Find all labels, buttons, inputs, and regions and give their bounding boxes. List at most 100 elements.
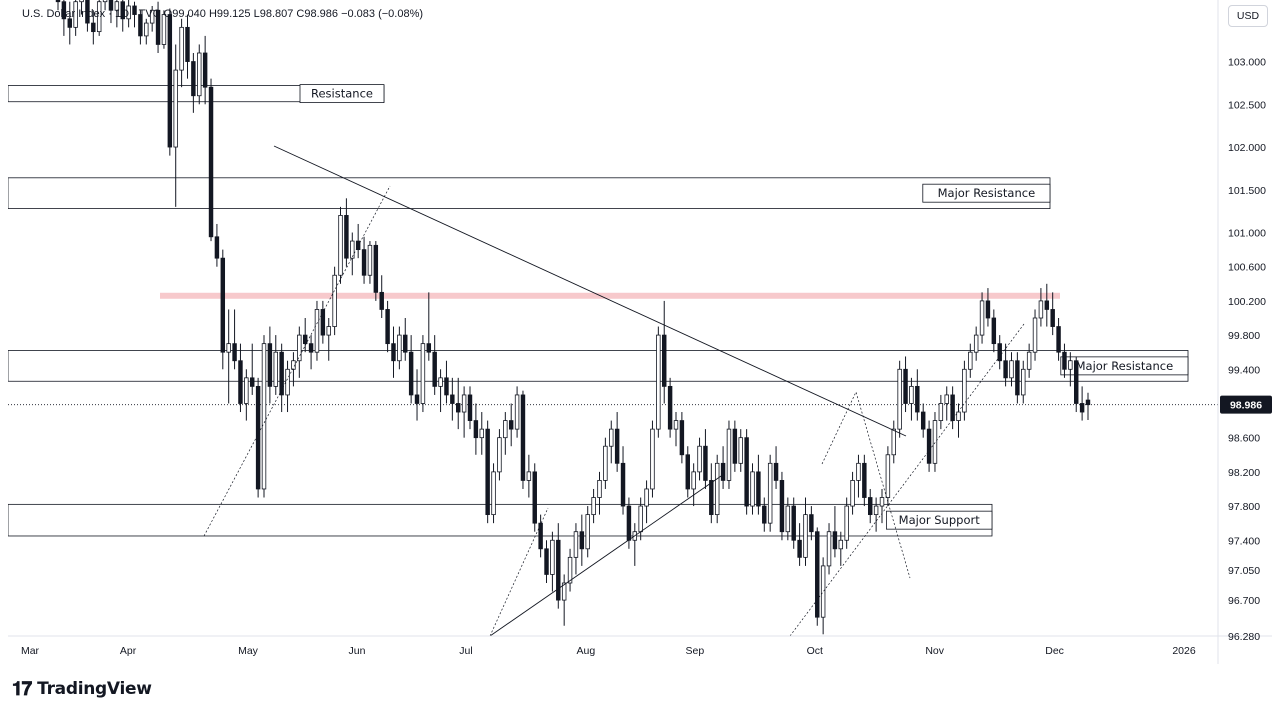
candle-body [391, 343, 396, 362]
candle-body [714, 462, 720, 516]
candle-body [979, 300, 985, 336]
legend-close: C98.986 [296, 8, 339, 20]
candle-body [226, 343, 231, 353]
candle-body [909, 385, 914, 404]
descending-trendline [273, 145, 907, 437]
candle-body [238, 360, 243, 404]
candle-body [138, 14, 143, 37]
candle-body [779, 480, 785, 533]
candle-body [697, 445, 702, 473]
price-tick-label: 96.700 [1228, 595, 1260, 607]
candle-body [791, 505, 796, 541]
candle-body [532, 471, 537, 524]
candle-body [432, 351, 437, 387]
chart-frame[interactable]: Resistance Major Resistance Major Resistan… [8, 0, 1272, 664]
price-tick-label: 100.200 [1228, 296, 1266, 308]
candle-body [338, 215, 343, 276]
symbol-legend[interactable]: U.S. Dollar Index · 1D · TVC O99.040 H99… [22, 8, 424, 20]
candle-body [785, 505, 791, 533]
candle-body [579, 531, 585, 550]
candle-body [1003, 360, 1008, 379]
candle-body [1079, 403, 1085, 413]
candle-body [96, 1, 102, 33]
zone-layer: Resistance Major Resistance Major Resistan… [8, 84, 1218, 537]
candle-body [750, 471, 755, 507]
time-tick-label: 2026 [1172, 645, 1196, 657]
major-support-zone-label-box [886, 510, 993, 530]
time-tick-label: Jul [459, 645, 472, 657]
brand-logo[interactable]: 𝟏𝟕 TradingView [12, 678, 152, 700]
price-chart[interactable]: Resistance Major Resistance Major Resistan… [8, 0, 1272, 664]
legend-symbol: U.S. Dollar Index [22, 8, 106, 20]
candle-body [609, 428, 614, 447]
candle-body [367, 244, 373, 276]
candle-body [202, 52, 208, 88]
candle-body [208, 86, 214, 238]
candle-body [962, 368, 967, 413]
candle-body [379, 291, 384, 310]
time-tick-label: May [238, 645, 259, 657]
candle-body [556, 539, 561, 601]
candle-body [856, 462, 861, 481]
candle-body [644, 488, 649, 507]
candle-body [308, 343, 314, 353]
candle-body [285, 368, 290, 396]
price-tick-label: 102.000 [1228, 142, 1266, 154]
price-tick-label: 97.400 [1228, 535, 1260, 547]
candle-body [573, 531, 579, 558]
candle-body [297, 334, 302, 362]
channel-line-3 [789, 323, 1025, 637]
candle-body [408, 351, 414, 396]
price-tick-label: 96.280 [1228, 631, 1260, 643]
candle-body [520, 394, 526, 481]
candle-body [161, 14, 167, 45]
candle-body [809, 514, 814, 533]
candle-body [149, 9, 155, 24]
candle-body [638, 505, 643, 533]
price-tick-label: 98.200 [1228, 467, 1260, 479]
price-tick-label: 99.400 [1228, 364, 1260, 376]
candle-body [944, 394, 949, 404]
candle-body [656, 334, 661, 430]
major-resistance-zone-right-label-box [1060, 356, 1189, 376]
candle-body [968, 351, 973, 370]
candle-body [915, 385, 920, 413]
major-resistance-zone-top [8, 177, 1051, 209]
candle-body [197, 52, 202, 97]
candle-body [79, 0, 84, 3]
candle-body [526, 471, 532, 481]
channel-line-1 [203, 185, 391, 537]
candle-body [1074, 360, 1079, 404]
candle-body [108, 0, 114, 11]
candle-body [420, 343, 426, 404]
candle-body [250, 377, 255, 387]
candle-body [467, 394, 473, 421]
candle-body [803, 514, 808, 558]
candle-body [267, 343, 273, 387]
candle-body [991, 317, 997, 345]
candle-body [891, 428, 896, 456]
major-support-zone-label: Major Support [899, 513, 981, 527]
currency-button[interactable]: USD [1228, 5, 1268, 27]
brand-name: TradingView [37, 679, 152, 699]
candle-body [544, 548, 549, 575]
time-tick-label: Sep [686, 645, 705, 657]
candle-body [620, 462, 626, 507]
candle-body [508, 420, 514, 430]
candle-body [232, 343, 237, 362]
candle-body [920, 411, 926, 430]
price-tick-label: 101.500 [1228, 185, 1266, 197]
candle-body [762, 505, 767, 524]
candle-body [67, 18, 72, 28]
candle-body [1050, 309, 1055, 327]
candle-body [361, 249, 367, 276]
time-tick-label: Jun [349, 645, 366, 657]
candle-body [91, 22, 96, 33]
candle-body [438, 377, 443, 387]
candle-body [1026, 351, 1032, 370]
candle-body [732, 428, 738, 464]
candle-body [1062, 351, 1067, 370]
legend-source: TVC [138, 8, 161, 20]
candle-body [261, 343, 267, 490]
candle-body [873, 505, 879, 516]
